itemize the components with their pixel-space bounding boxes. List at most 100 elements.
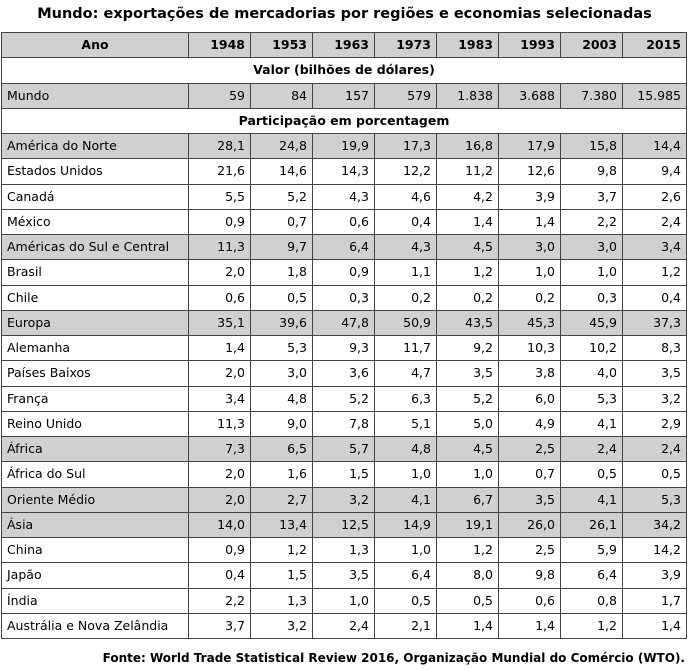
- cell-value: 1,0: [374, 461, 437, 488]
- cell-value: 1,3: [250, 587, 313, 614]
- table-row: França 3,4 4,8 5,2 6,3 5,2 6,0 5,3 3,2: [1, 385, 687, 412]
- cell-value: 1,4: [436, 208, 499, 236]
- cell-value: 5,0: [436, 410, 499, 438]
- cell-value: 28,1: [188, 132, 251, 160]
- cell-value: 4,7: [374, 360, 437, 387]
- cell-value: 3,0: [560, 233, 623, 261]
- cell-value: 1,0: [560, 259, 623, 286]
- cell-value: 2,2: [560, 208, 623, 236]
- row-name: África do Sul: [1, 461, 189, 488]
- cell-value: 2,2: [188, 587, 251, 614]
- header-year: 1948: [188, 31, 251, 59]
- cell-value: 21,6: [188, 158, 251, 185]
- cell-value: 0,9: [312, 259, 375, 286]
- cell-value: 1,6: [250, 461, 313, 488]
- cell-value: 4,1: [374, 486, 437, 513]
- cell-value: 3.688: [498, 82, 561, 109]
- cell-value: 1,4: [622, 612, 687, 640]
- cell-value: 0,2: [498, 284, 561, 311]
- row-name: Europa: [1, 309, 189, 337]
- cell-value: 9,3: [312, 334, 375, 362]
- row-name: Países Baixos: [1, 360, 189, 387]
- table-row: Estados Unidos 21,6 14,6 14,3 12,2 11,2 12,6 9,…: [1, 158, 687, 185]
- cell-value: 6,4: [374, 562, 437, 589]
- cell-value: 15.985: [622, 82, 687, 109]
- cell-value: 43,5: [436, 309, 499, 337]
- cell-value: 19,1: [436, 511, 499, 539]
- cell-value: 579: [374, 82, 437, 109]
- cell-value: 1.838: [436, 82, 499, 109]
- cell-value: 3,7: [188, 612, 251, 640]
- cell-value: 1,8: [250, 259, 313, 286]
- cell-value: 84: [250, 82, 313, 109]
- cell-value: 35,1: [188, 309, 251, 337]
- cell-value: 2,4: [622, 208, 687, 236]
- table-row: Brasil 2,0 1,8 0,9 1,1 1,2 1,0 1,0 1,2: [1, 259, 687, 286]
- cell-value: 2,4: [560, 435, 623, 463]
- cell-value: 5,2: [312, 385, 375, 412]
- cell-value: 14,0: [188, 511, 251, 539]
- cell-value: 5,3: [560, 385, 623, 412]
- section-title-value: Valor (bilhões de dólares): [1, 57, 687, 84]
- cell-value: 1,4: [436, 612, 499, 640]
- cell-value: 3,5: [622, 360, 687, 387]
- cell-value: 0,4: [374, 208, 437, 236]
- cell-value: 19,9: [312, 132, 375, 160]
- cell-value: 2,7: [250, 486, 313, 513]
- table-row: Alemanha 1,4 5,3 9,3 11,7 9,2 10,3 10,2 8,3: [1, 334, 687, 362]
- cell-value: 0,7: [250, 208, 313, 236]
- cell-value: 2,5: [498, 435, 561, 463]
- cell-value: 1,0: [498, 259, 561, 286]
- cell-value: 7,8: [312, 410, 375, 438]
- cell-value: 6,7: [436, 486, 499, 513]
- table-row: Índia 2,2 1,3 1,0 0,5 0,5 0,6 0,8 1,7: [1, 587, 687, 614]
- cell-value: 37,3: [622, 309, 687, 337]
- cell-value: 1,2: [560, 612, 623, 640]
- cell-value: 3,8: [498, 360, 561, 387]
- cell-value: 6,5: [250, 435, 313, 463]
- cell-value: 2,4: [622, 435, 687, 463]
- cell-value: 2,9: [622, 410, 687, 438]
- cell-value: 2,6: [622, 183, 687, 210]
- cell-value: 0,9: [188, 536, 251, 564]
- header-year: 1983: [436, 31, 499, 59]
- cell-value: 3,2: [622, 385, 687, 412]
- header-year: 1973: [374, 31, 437, 59]
- row-name: Oriente Médio: [1, 486, 189, 513]
- exports-table: Ano 1948 1953 1963 1973 1983 1993 2003 2…: [1, 31, 687, 640]
- cell-value: 5,5: [188, 183, 251, 210]
- cell-value: 3,7: [560, 183, 623, 210]
- table-title: Mundo: exportações de mercadorias por re…: [37, 6, 652, 22]
- cell-value: 0,5: [374, 587, 437, 614]
- cell-value: 1,0: [374, 536, 437, 564]
- cell-value: 6,0: [498, 385, 561, 412]
- row-name: África: [1, 435, 189, 463]
- table-row: Ásia 14,0 13,4 12,5 14,9 19,1 26,0 26,1 34,2: [1, 511, 687, 539]
- cell-value: 4,3: [312, 183, 375, 210]
- cell-value: 59: [188, 82, 251, 109]
- section-row-value: Valor (bilhões de dólares): [1, 57, 687, 84]
- row-name: Canadá: [1, 183, 189, 210]
- cell-value: 2,0: [188, 486, 251, 513]
- cell-value: 0,4: [188, 562, 251, 589]
- header-label: Ano: [1, 31, 189, 59]
- cell-value: 0,5: [250, 284, 313, 311]
- table-row: África do Sul 2,0 1,6 1,5 1,0 1,0 0,7 0,5 0,5: [1, 461, 687, 488]
- table-row: América do Norte 28,1 24,8 19,9 17,3 16,8 17,9…: [1, 132, 687, 160]
- cell-value: 34,2: [622, 511, 687, 539]
- cell-value: 50,9: [374, 309, 437, 337]
- cell-value: 11,3: [188, 410, 251, 438]
- cell-value: 3,0: [498, 233, 561, 261]
- table-row: África 7,3 6,5 5,7 4,8 4,5 2,5 2,4 2,4: [1, 435, 687, 463]
- row-name: França: [1, 385, 189, 412]
- cell-value: 4,8: [250, 385, 313, 412]
- cell-value: 0,6: [498, 587, 561, 614]
- cell-value: 4,9: [498, 410, 561, 438]
- cell-value: 2,0: [188, 259, 251, 286]
- cell-value: 3,2: [250, 612, 313, 640]
- cell-value: 10,3: [498, 334, 561, 362]
- cell-value: 0,8: [560, 587, 623, 614]
- cell-value: 0,2: [374, 284, 437, 311]
- cell-value: 1,7: [622, 587, 687, 614]
- cell-value: 3,9: [622, 562, 687, 589]
